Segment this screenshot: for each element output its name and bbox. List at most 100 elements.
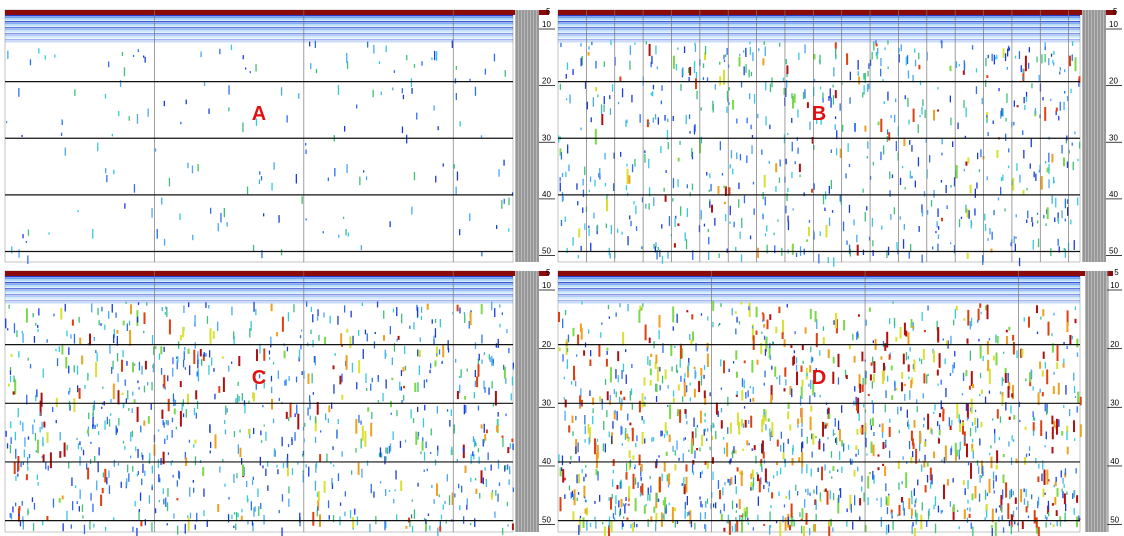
echo-speckle [1023,317,1025,322]
echo-speckle [620,390,622,395]
echo-speckle [842,221,845,232]
echo-speckle [897,460,900,469]
echo-speckle [466,498,468,505]
echo-speckle [8,383,11,387]
echo-speckle [1059,516,1062,520]
echo-speckle [621,231,623,235]
echo-speckle [818,440,821,450]
echo-speckle [936,221,938,228]
echo-speckle [871,400,873,404]
echo-speckle [785,59,787,65]
echo-speckle [949,65,952,72]
echo-speckle [912,442,915,449]
echo-speckle [35,450,37,453]
echo-speckle [728,187,731,196]
echo-speckle [259,171,261,175]
echo-speckle [608,431,610,438]
echo-speckle [869,471,871,475]
echo-speckle [452,312,454,315]
echo-speckle [639,305,642,312]
panel-label: A [252,103,266,125]
surface-layer [5,296,513,298]
echo-speckle [1046,369,1049,385]
echo-speckle [693,417,695,427]
echo-speckle [420,306,423,313]
echo-speckle [877,121,880,126]
echo-speckle [867,497,869,506]
scale-top-label: 5 [1113,7,1118,16]
echo-speckle [634,498,637,512]
echo-speckle [1069,335,1072,345]
echo-speckle [797,418,800,425]
echo-speckle [762,319,764,322]
echo-speckle [1048,58,1050,66]
echo-speckle [580,43,582,47]
echo-speckle [1048,511,1050,517]
echo-speckle [313,356,316,363]
echo-speckle [417,431,420,437]
echo-speckle [913,488,915,496]
echo-speckle [1062,363,1065,368]
echo-speckle [959,421,962,432]
echo-speckle [927,373,929,377]
echo-speckle [601,114,604,126]
echo-speckle [338,234,340,238]
echo-speckle [953,177,956,187]
echo-speckle [388,490,391,493]
echo-speckle [101,487,104,494]
echo-speckle [999,391,1002,395]
echo-speckle [594,438,596,455]
echo-speckle [655,492,658,509]
echo-speckle [1064,91,1066,94]
echo-speckle [96,352,98,362]
echo-speckle [189,512,192,519]
echo-speckle [105,168,107,174]
echo-speckle [362,349,364,359]
echo-speckle [297,462,299,465]
echo-speckle [1036,212,1039,215]
echo-speckle [392,87,394,91]
echo-speckle [901,480,903,485]
echo-speckle [712,104,714,113]
echo-speckle [881,225,883,230]
echo-speckle [819,231,821,236]
echo-speckle [1006,336,1008,345]
echo-speckle [410,409,412,419]
echo-speckle [192,480,194,483]
echo-speckle [270,303,273,312]
echo-speckle [606,351,608,355]
echo-speckle [406,134,408,144]
echo-speckle [588,46,590,50]
echo-speckle [814,392,816,398]
echo-speckle [849,97,851,104]
echo-speckle [605,223,607,228]
echo-speckle [1014,243,1016,252]
echo-speckle [659,249,661,257]
echo-speckle [571,415,574,423]
echo-speckle [331,478,333,486]
echo-speckle [699,447,701,452]
echo-speckle [667,251,669,259]
echo-speckle [194,315,196,325]
echo-speckle [484,467,486,471]
echo-speckle [93,337,95,341]
echo-speckle [720,303,722,307]
echo-speckle [1004,373,1007,383]
echo-speckle [601,322,603,325]
echo-speckle [506,501,509,507]
echo-speckle [769,314,772,320]
echo-speckle [965,161,968,166]
echo-speckle [76,501,78,504]
echo-speckle [151,485,153,491]
echo-speckle [780,467,782,475]
echo-speckle [132,391,134,396]
echo-speckle [1014,521,1016,525]
echo-speckle [617,351,620,362]
echo-speckle [726,248,728,253]
echo-speckle [448,495,451,505]
echo-speckle [706,498,709,504]
echo-speckle [25,308,28,323]
echo-speckle [868,236,871,241]
echo-speckle [927,305,929,311]
echo-speckle [677,47,679,50]
